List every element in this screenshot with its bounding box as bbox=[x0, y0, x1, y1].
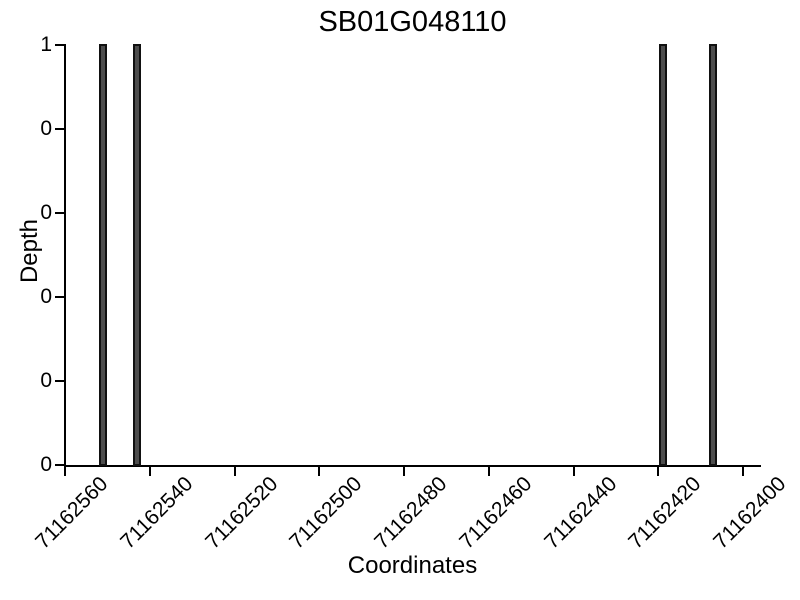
x-axis-line bbox=[64, 465, 761, 467]
x-tick-label: 71162500 bbox=[285, 472, 367, 554]
x-tick bbox=[148, 467, 151, 476]
x-tick-label: 71162440 bbox=[539, 472, 622, 554]
y-axis-title: Depth bbox=[16, 218, 43, 284]
depth-bar bbox=[133, 44, 142, 466]
x-tick-label: 71162540 bbox=[116, 472, 198, 554]
x-tick-label: 71162460 bbox=[455, 472, 537, 554]
x-tick-label: 71162400 bbox=[709, 472, 791, 554]
x-tick bbox=[64, 467, 66, 476]
x-tick-label: 71162480 bbox=[370, 472, 452, 554]
y-axis-line bbox=[64, 44, 66, 467]
x-tick bbox=[403, 467, 406, 476]
y-tick-label: 0 bbox=[40, 201, 52, 224]
x-tick-label: 71162420 bbox=[624, 472, 706, 554]
x-tick bbox=[487, 467, 490, 476]
y-tick bbox=[55, 128, 64, 130]
depth-bar bbox=[658, 44, 667, 466]
x-tick bbox=[657, 467, 660, 476]
y-tick bbox=[55, 380, 64, 382]
x-tick bbox=[318, 467, 321, 476]
x-tick bbox=[233, 467, 236, 476]
y-tick bbox=[55, 296, 64, 298]
depth-bar bbox=[99, 44, 108, 466]
y-tick bbox=[55, 44, 64, 46]
y-tick bbox=[55, 212, 64, 214]
x-tick bbox=[572, 467, 575, 476]
x-tick-label: 71162560 bbox=[31, 472, 113, 554]
y-tick-label: 0 bbox=[40, 285, 52, 308]
y-tick-label: 0 bbox=[40, 369, 52, 392]
depth-bar bbox=[709, 44, 718, 466]
chart-title: SB01G048110 bbox=[318, 6, 507, 38]
y-tick-label: 1 bbox=[40, 33, 52, 56]
y-tick-label: 0 bbox=[40, 453, 52, 476]
y-tick-label: 0 bbox=[40, 117, 52, 140]
x-axis-title: Coordinates bbox=[347, 552, 478, 579]
x-tick bbox=[742, 467, 745, 476]
y-tick bbox=[55, 464, 64, 466]
x-tick-label: 71162520 bbox=[200, 472, 283, 554]
